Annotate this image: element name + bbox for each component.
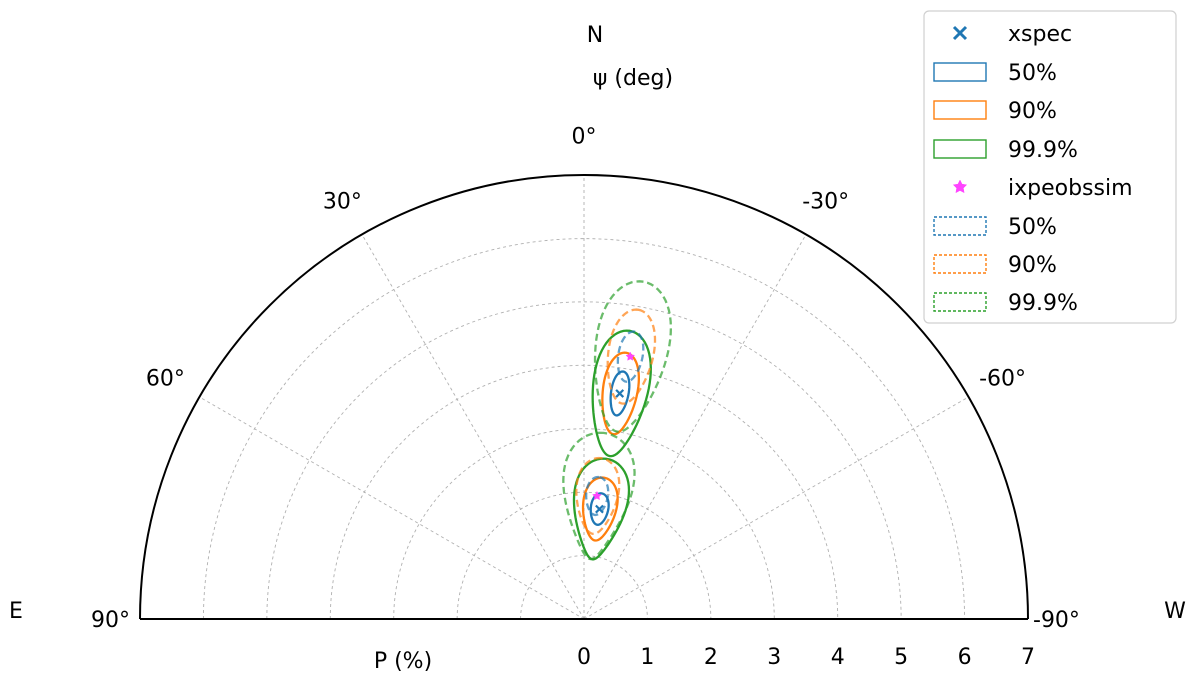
legend-swatch-ixpe_90 — [933, 254, 987, 274]
grid-spoke — [361, 234, 585, 620]
legend-label-xspec_999: 99.9% — [1008, 138, 1078, 163]
radius-tick-labels: 0 1 2 3 4 5 6 7 — [577, 645, 1035, 670]
polar-grid — [199, 175, 969, 620]
xspec-contour-99-9 — [591, 329, 652, 458]
legend-swatch-ixpe_999 — [933, 292, 987, 312]
compass-east: E — [9, 599, 23, 624]
ixpeobssim-contour-50 — [585, 475, 610, 517]
ixpeobssim-marker — [625, 351, 636, 361]
legend-label-ixpe_90: 90% — [1008, 253, 1057, 278]
xspec-marker — [595, 504, 604, 514]
legend-label-ixpe_marker: ixpeobssim — [1008, 176, 1133, 201]
legend-swatch-xspec_90 — [933, 100, 987, 120]
radius-tick-label: 3 — [767, 645, 781, 670]
ixpeobssim-contour-90 — [575, 456, 621, 535]
legend-label-xspec_marker: xspec — [1008, 22, 1072, 47]
angle-tick-label: -90° — [1033, 608, 1080, 633]
radius-tick-label: 0 — [577, 645, 591, 670]
grid-circle — [520, 555, 648, 620]
legend-swatch-xspec_50 — [933, 62, 987, 82]
ixpeobssim-contour-50 — [616, 330, 645, 383]
legend-frame — [923, 10, 1177, 324]
radius-tick-label: 6 — [958, 645, 972, 670]
grid-spoke — [583, 396, 969, 620]
radius-tick-label: 7 — [1021, 645, 1035, 670]
angle-tick-label: -30° — [802, 189, 849, 214]
legend-xspec-marker — [952, 25, 968, 41]
radius-tick-label: 2 — [704, 645, 718, 670]
angle-tick-label: 60° — [146, 366, 185, 391]
grid-spoke — [199, 396, 585, 620]
grid-circle — [202, 237, 966, 620]
legend-ixpeobssim-marker — [952, 179, 968, 194]
grid-circle — [393, 428, 775, 620]
grid-circle — [266, 301, 902, 620]
outer-boundary-arc — [139, 174, 1029, 620]
legend-swatch-xspec_999 — [933, 139, 987, 159]
legend-label-ixpe_999: 99.9% — [1008, 291, 1078, 316]
compass-north: N — [587, 23, 603, 48]
angle-tick-label: -60° — [979, 366, 1026, 391]
legend-label-xspec_90: 90% — [1008, 99, 1057, 124]
legend-swatch-ixpe_50 — [933, 216, 987, 236]
xspec-contour-50 — [609, 370, 631, 417]
radius-tick-label: 5 — [894, 645, 908, 670]
radius-tick-label: 4 — [831, 645, 845, 670]
legend-label-xspec_50: 50% — [1008, 61, 1057, 86]
legend: xspec 50% 90% 99.9% ixpeobssim 50% 90% 99.9% — [923, 10, 1177, 324]
angle-tick-label: 0° — [572, 125, 597, 150]
compass-west: W — [1164, 599, 1186, 624]
legend-label-ixpe_50: 50% — [1008, 215, 1057, 240]
ixpeobssim-contour-99-9 — [562, 431, 636, 561]
xspec-contour-90 — [601, 351, 641, 436]
ixpeobssim-marker — [592, 490, 602, 501]
angle-axis-label: ψ (deg) — [593, 66, 673, 91]
angle-tick-labels: 0° 30° -30° 60° -60° 90° -90° — [91, 125, 1080, 633]
angle-tick-label: 90° — [91, 608, 130, 633]
grid-spoke — [583, 234, 807, 620]
xspec-contour-90 — [581, 476, 619, 542]
xspec-contour-50 — [589, 492, 610, 526]
ixpeobssim-contour-99-9 — [593, 280, 673, 433]
xspec-marker — [615, 389, 625, 398]
angle-tick-label: 30° — [323, 189, 362, 214]
contour-layer — [562, 280, 673, 561]
marker-layer — [592, 351, 636, 514]
radius-axis-label: P (%) — [374, 649, 432, 674]
radius-tick-label: 1 — [640, 645, 654, 670]
ixpeobssim-contour-90 — [606, 308, 657, 405]
